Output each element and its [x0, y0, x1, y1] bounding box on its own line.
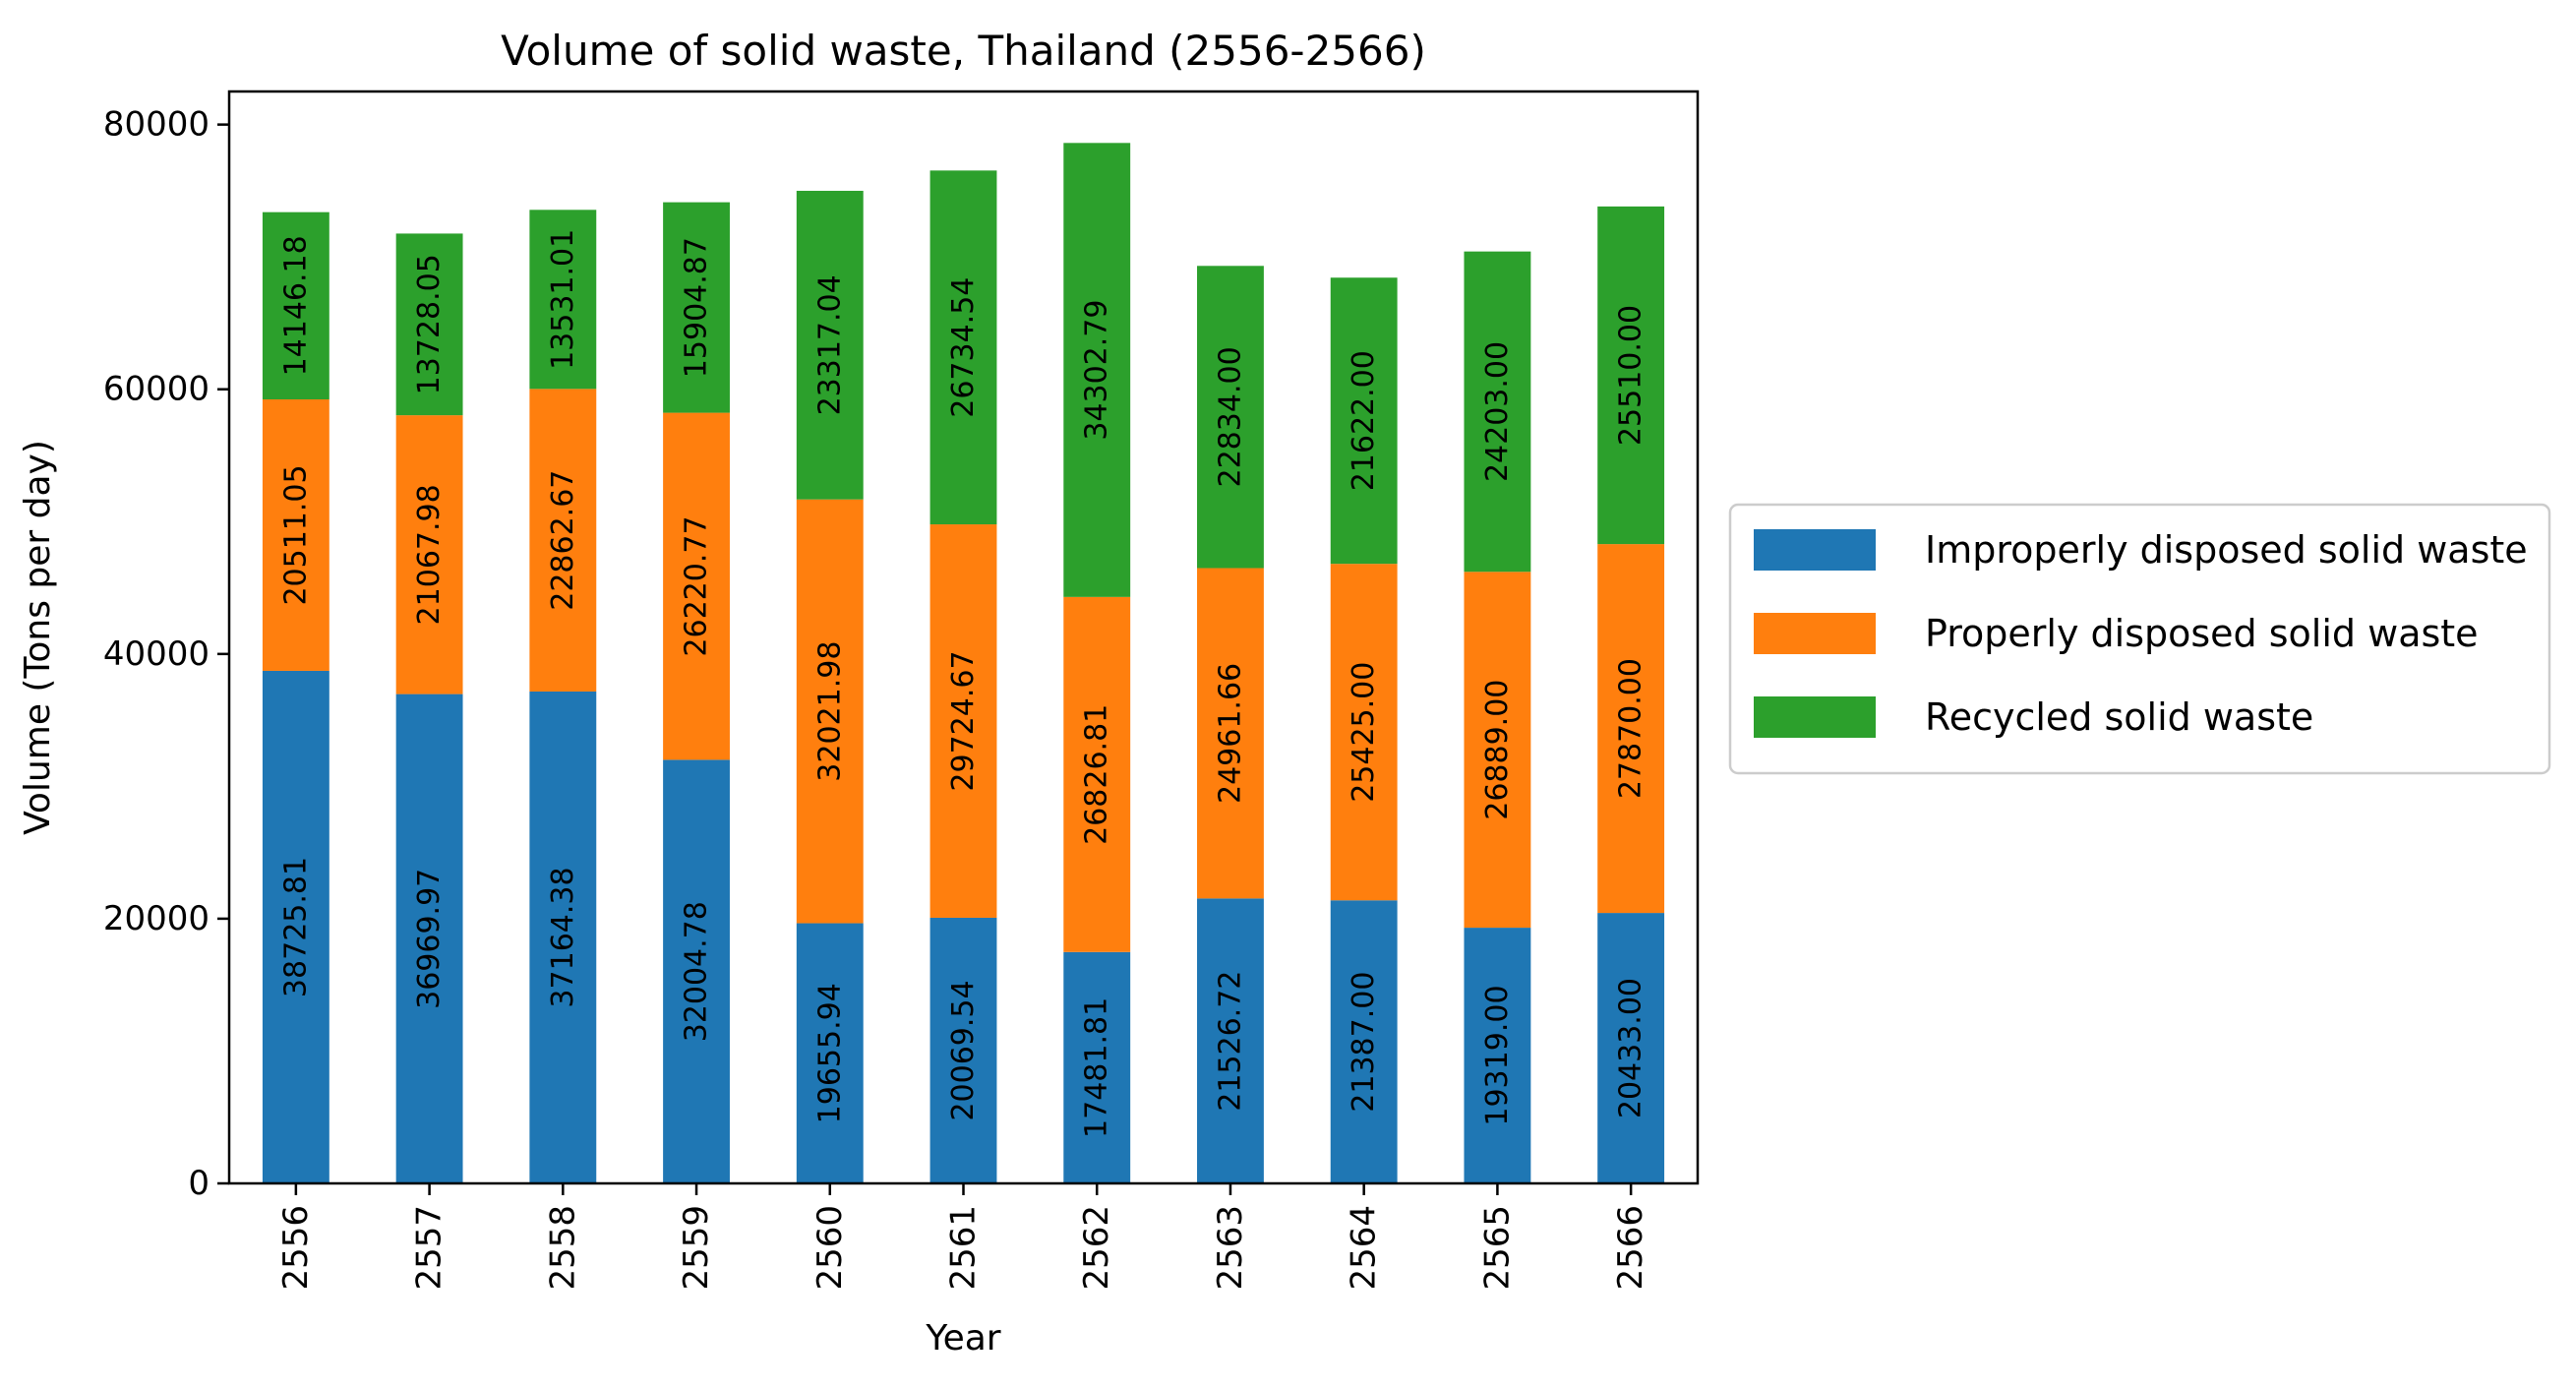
- bar-segment-2564-series-3: [1330, 277, 1398, 565]
- y-axis: 0 20000 40000 60000 80000: [103, 105, 229, 1203]
- legend-swatch-series-2: [1754, 613, 1876, 654]
- x-tick-label: 2557: [410, 1205, 449, 1291]
- bar-segment-2561-series-3: [929, 170, 997, 525]
- value-label-2556-series-1: 38725.81: [278, 857, 313, 997]
- value-label-2560-series-2: 32021.98: [812, 641, 847, 782]
- value-label-2558-series-1: 37164.38: [546, 867, 580, 1007]
- bar-segment-2557-series-2: [395, 415, 463, 694]
- bar-segment-2561-series-2: [929, 524, 997, 918]
- bar-segment-2559-series-2: [663, 412, 730, 760]
- bar-segment-2557-series-3: [395, 233, 463, 416]
- bar-segment-2563-series-1: [1197, 898, 1264, 1183]
- value-label-2560-series-1: 19655.94: [812, 983, 847, 1123]
- legend-swatch-series-1: [1754, 529, 1876, 571]
- y-tick-label: 80000: [103, 105, 210, 145]
- value-label-2558-series-2: 22862.67: [546, 470, 580, 611]
- bar-segment-2560-series-3: [796, 190, 864, 500]
- legend-box: [1728, 503, 2551, 775]
- x-tick-label: 2559: [677, 1205, 716, 1291]
- value-label-2563-series-1: 21526.72: [1213, 971, 1247, 1112]
- bar-segment-2564-series-1: [1330, 900, 1398, 1183]
- x-axis-label: Year: [925, 1318, 1000, 1358]
- legend-swatch-series-3: [1754, 696, 1876, 738]
- value-label-2560-series-3: 23317.04: [812, 274, 847, 415]
- legend-label-series-1: Improperly disposed solid waste: [1925, 528, 2528, 572]
- x-tick-label: 2556: [276, 1205, 316, 1291]
- bar-segment-2562-series-2: [1063, 596, 1131, 952]
- value-label-2566-series-3: 25510.00: [1614, 305, 1648, 446]
- y-tick-label: 20000: [103, 899, 210, 938]
- bars-layer: [262, 143, 1665, 1183]
- value-label-2563-series-3: 22834.00: [1213, 346, 1247, 487]
- value-label-2561-series-2: 29724.67: [946, 650, 981, 791]
- legend: Improperly disposed solid waste Properly …: [1728, 503, 2551, 775]
- bar-segment-2557-series-1: [395, 694, 463, 1183]
- x-tick-label: 2560: [810, 1205, 850, 1291]
- x-tick-label: 2564: [1345, 1205, 1384, 1291]
- value-label-2565-series-1: 19319.00: [1480, 985, 1515, 1125]
- x-tick-label: 2558: [543, 1205, 582, 1291]
- value-label-2557-series-3: 13728.05: [412, 254, 447, 394]
- bar-segment-2566-series-1: [1597, 913, 1665, 1183]
- bar-segment-2565-series-3: [1464, 251, 1531, 573]
- legend-label-series-2: Properly disposed solid waste: [1925, 612, 2479, 655]
- value-label-2564-series-1: 21387.00: [1347, 972, 1381, 1113]
- value-label-2557-series-2: 21067.98: [412, 484, 447, 625]
- value-label-2559-series-3: 15904.87: [680, 237, 714, 378]
- x-tick-label: 2562: [1077, 1205, 1116, 1291]
- bar-segment-2564-series-2: [1330, 564, 1398, 901]
- bar-segment-2560-series-2: [796, 499, 864, 924]
- bar-segment-2558-series-3: [529, 210, 597, 390]
- value-labels-layer: 38725.81 20511.05 14146.18 36969.97 21067.98…: [278, 229, 1647, 1138]
- bar-segment-2556-series-3: [262, 211, 329, 399]
- bar-segment-2560-series-1: [796, 923, 864, 1183]
- value-label-2566-series-1: 20433.00: [1614, 978, 1648, 1118]
- y-tick-label: 40000: [103, 634, 210, 674]
- y-tick-label: 60000: [103, 370, 210, 409]
- value-label-2566-series-2: 27870.00: [1614, 658, 1648, 799]
- value-label-2564-series-3: 21622.00: [1347, 350, 1381, 491]
- chart-title: Volume of solid waste, Thailand (2556-25…: [501, 27, 1426, 75]
- value-label-2564-series-2: 25425.00: [1347, 662, 1381, 803]
- value-label-2556-series-3: 14146.18: [278, 235, 313, 376]
- bar-segment-2565-series-2: [1464, 572, 1531, 929]
- value-label-2561-series-3: 26734.54: [946, 277, 981, 418]
- x-axis: 2556 2557 2558 2559 2560 2561 2562 2563 2564 2565…: [276, 1183, 1650, 1291]
- value-label-2562-series-1: 17481.81: [1080, 997, 1114, 1138]
- y-axis-label: Volume (Tons per day): [18, 440, 58, 835]
- value-label-2556-series-2: 20511.05: [278, 464, 313, 605]
- x-tick-label: 2563: [1211, 1205, 1250, 1291]
- bar-segment-2559-series-1: [663, 759, 730, 1183]
- value-label-2559-series-2: 26220.77: [680, 515, 714, 656]
- value-label-2562-series-2: 26826.81: [1080, 704, 1114, 845]
- bar-segment-2563-series-2: [1197, 568, 1264, 899]
- y-tick-label: 0: [188, 1164, 210, 1203]
- bar-segment-2558-series-1: [529, 691, 597, 1183]
- x-tick-label: 2561: [944, 1205, 984, 1291]
- value-label-2559-series-1: 32004.78: [680, 901, 714, 1042]
- bar-segment-2559-series-3: [663, 202, 730, 413]
- bar-segment-2556-series-2: [262, 398, 329, 671]
- bar-segment-2566-series-2: [1597, 544, 1665, 914]
- bar-segment-2561-series-1: [929, 917, 997, 1183]
- bar-segment-2556-series-1: [262, 670, 329, 1183]
- value-label-2561-series-1: 20069.54: [946, 980, 981, 1120]
- x-tick-label: 2566: [1611, 1205, 1650, 1291]
- bar-segment-2562-series-1: [1063, 951, 1131, 1183]
- value-label-2565-series-3: 24203.00: [1480, 341, 1515, 482]
- bar-segment-2566-series-3: [1597, 206, 1665, 545]
- bar-segment-2562-series-3: [1063, 143, 1131, 597]
- value-label-2565-series-2: 26889.00: [1480, 680, 1515, 820]
- x-tick-label: 2565: [1477, 1205, 1517, 1291]
- legend-label-series-3: Recycled solid waste: [1925, 695, 2313, 739]
- bar-segment-2563-series-3: [1197, 266, 1264, 569]
- bar-segment-2558-series-2: [529, 389, 597, 692]
- value-label-2562-series-3: 34302.79: [1080, 300, 1114, 441]
- legend-items: Improperly disposed solid waste Properly …: [1754, 528, 2528, 739]
- value-label-2557-series-1: 36969.97: [412, 869, 447, 1009]
- value-label-2563-series-2: 24961.66: [1213, 663, 1247, 804]
- value-label-2558-series-3: 13531.01: [546, 229, 580, 370]
- bar-segment-2565-series-1: [1464, 928, 1531, 1183]
